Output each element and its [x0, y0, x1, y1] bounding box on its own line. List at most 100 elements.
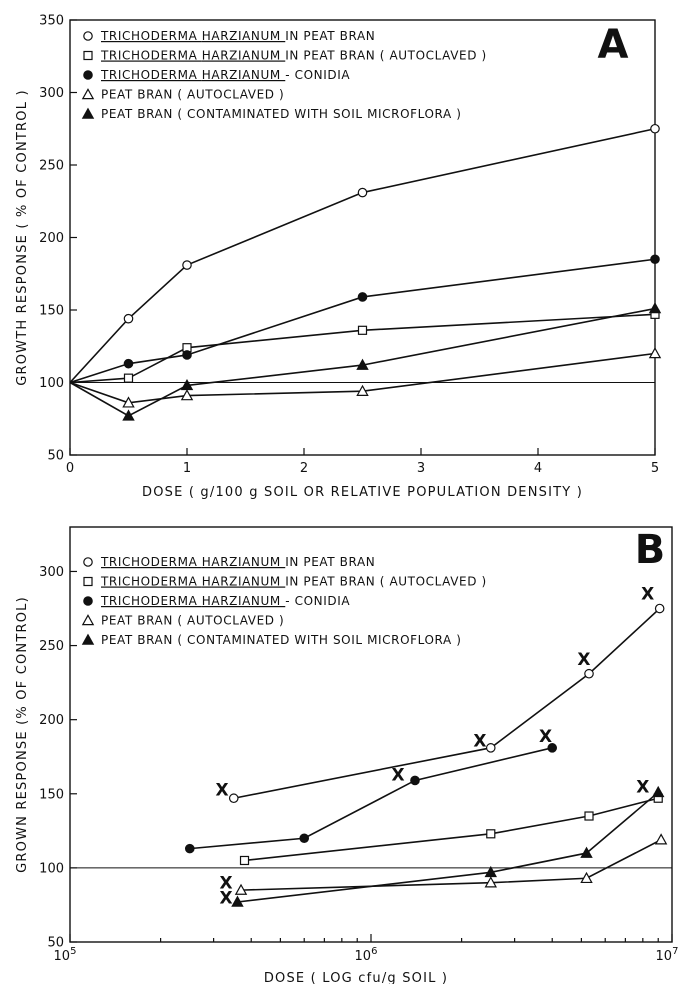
- data-point: [652, 785, 665, 798]
- data-point: [299, 833, 310, 844]
- y-tick-label: 200: [39, 231, 64, 246]
- data-point: [123, 373, 134, 383]
- x-axis-title: DOSE ( LOG cfu/g SOIL ): [264, 971, 448, 984]
- x-tick-label: 1: [183, 461, 191, 476]
- legend-marker: [81, 633, 95, 645]
- panel-a-chart: 50 100 150 200 250 300 350 0 1 2 3 4 5 DOSE ( g/100 g…: [15, 14, 662, 500]
- series-line: [244, 797, 659, 862]
- x-tick-label: 4: [534, 461, 542, 476]
- legend-marker: [83, 50, 93, 61]
- y-tick-label: 150: [39, 787, 64, 802]
- y-tick-label: 50: [47, 936, 64, 951]
- data-point: [234, 883, 248, 895]
- legend-label: TRICHODERMA HARZIANUM IN PEAT BRAN: [100, 555, 375, 569]
- legend-label: PEAT BRAN ( AUTOCLAVED ): [101, 614, 284, 628]
- legend-marker: [81, 107, 95, 119]
- y-tick-label: 350: [39, 14, 64, 29]
- y-tick-label: 200: [39, 713, 64, 728]
- x-tick-label: 2: [300, 461, 308, 476]
- y-tick-label: 150: [39, 304, 64, 319]
- data-point: [123, 313, 134, 324]
- data-point: [580, 846, 593, 858]
- legend-marker: [81, 88, 95, 100]
- legend-label: TRICHODERMA HARZIANUM IN PEAT BRAN: [100, 29, 375, 43]
- x-tick-label: 5: [651, 461, 659, 476]
- x-tick-base: 10: [54, 949, 71, 964]
- series-line: [69, 127, 656, 384]
- data-point: [357, 292, 368, 302]
- x-tick-label: 3: [417, 461, 425, 476]
- data-point: [180, 389, 194, 401]
- x-tick-exponent: 7: [672, 946, 678, 957]
- legend-label: TRICHODERMA HARZIANUM IN PEAT BRAN ( AUT…: [100, 575, 487, 589]
- data-point: [650, 123, 660, 134]
- legend-label: PEAT BRAN ( CONTAMINATED WITH SOIL MICRO…: [101, 107, 462, 121]
- x-annotation-mark: X: [636, 777, 649, 797]
- data-point: [484, 876, 497, 888]
- data-point: [580, 871, 593, 884]
- x-annotation-mark: X: [215, 780, 228, 800]
- x-tick-base: 10: [656, 949, 673, 964]
- x-annotation-mark: X: [392, 766, 405, 786]
- x-tick-label: 105: [54, 946, 77, 964]
- data-point: [182, 350, 192, 360]
- data-point: [648, 347, 662, 359]
- data-point: [356, 384, 369, 396]
- x-tick-label: 107: [656, 946, 679, 964]
- legend-marker: [81, 614, 95, 626]
- x-tick-label: 106: [355, 946, 378, 964]
- data-point: [410, 775, 420, 786]
- x-tick-label: 0: [66, 461, 74, 476]
- y-tick-label: 50: [47, 449, 64, 464]
- data-point: [122, 409, 135, 421]
- data-point: [650, 254, 660, 265]
- x-annotation-mark: X: [220, 889, 233, 909]
- series-line: [69, 313, 656, 384]
- y-tick-label: 250: [39, 159, 64, 174]
- x-annotation-mark: X: [577, 650, 590, 670]
- legend-label: TRICHODERMA HARZIANUM IN PEAT BRAN ( AUT…: [100, 49, 487, 63]
- panel-b-plot-frame: [69, 526, 673, 943]
- panel-letter-b: B: [635, 527, 666, 573]
- legend-label: TRICHODERMA HARZIANUM - CONIDIA: [100, 594, 350, 608]
- x-annotation-mark: X: [641, 585, 654, 605]
- legend-marker: [83, 31, 93, 41]
- series-line: [233, 607, 661, 800]
- y-tick-label: 300: [39, 565, 64, 580]
- data-point: [231, 895, 244, 907]
- data-point: [122, 396, 135, 408]
- data-point: [356, 358, 369, 370]
- series-line: [241, 839, 662, 891]
- data-point: [484, 865, 497, 878]
- x-annotation-mark: X: [539, 727, 552, 747]
- data-point: [357, 325, 368, 335]
- y-tick-label: 100: [39, 376, 64, 391]
- y-tick-label: 300: [39, 86, 64, 101]
- data-point: [584, 811, 594, 821]
- series-line: [237, 791, 659, 903]
- legend-label: PEAT BRAN ( CONTAMINATED WITH SOIL MICRO…: [101, 633, 462, 647]
- series-line: [189, 747, 553, 850]
- data-point: [228, 793, 239, 804]
- data-point: [547, 743, 558, 753]
- data-point: [180, 378, 194, 391]
- y-axis-title: GROWN RESPONSE (% OF CONTROL): [15, 596, 30, 873]
- data-point: [485, 743, 496, 753]
- x-tick-exponent: 5: [70, 946, 76, 957]
- legend-label: PEAT BRAN ( AUTOCLAVED ): [101, 88, 284, 102]
- data-point: [654, 603, 665, 614]
- data-point: [239, 855, 250, 866]
- data-point: [648, 302, 662, 314]
- legend-label: TRICHODERMA HARZIANUM - CONIDIA: [100, 68, 350, 82]
- legend-marker: [83, 70, 93, 80]
- legend-marker: [83, 576, 93, 587]
- data-point: [584, 668, 594, 679]
- data-point: [357, 187, 368, 198]
- x-annotation-mark: X: [473, 731, 486, 751]
- data-point: [486, 829, 496, 839]
- panel-letter-a: A: [598, 22, 629, 68]
- x-tick-exponent: 6: [371, 946, 377, 957]
- x-axis-title: DOSE ( g/100 g SOIL OR RELATIVE POPULATI…: [142, 485, 583, 500]
